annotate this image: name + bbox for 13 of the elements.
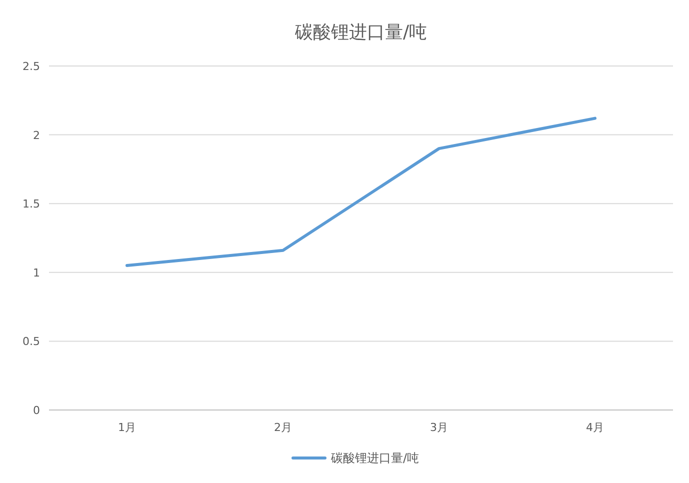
x-tick-label: 2月 <box>274 421 292 434</box>
x-tick-label: 1月 <box>118 421 136 434</box>
chart-title: 碳酸锂进口量/吨 <box>294 22 428 43</box>
y-tick-label: 2.5 <box>22 60 40 73</box>
y-tick-label: 2 <box>33 128 40 142</box>
x-tick-label: 3月 <box>430 421 448 434</box>
x-tick-label: 4月 <box>586 421 604 434</box>
y-tick-label: 0.5 <box>22 335 40 348</box>
legend-label: 碳酸锂进口量/吨 <box>330 451 420 465</box>
y-tick-label: 1.5 <box>22 198 40 211</box>
line-series <box>126 116 596 268</box>
y-tick-label: 0 <box>33 404 40 417</box>
y-tick-label: 1 <box>33 266 40 280</box>
